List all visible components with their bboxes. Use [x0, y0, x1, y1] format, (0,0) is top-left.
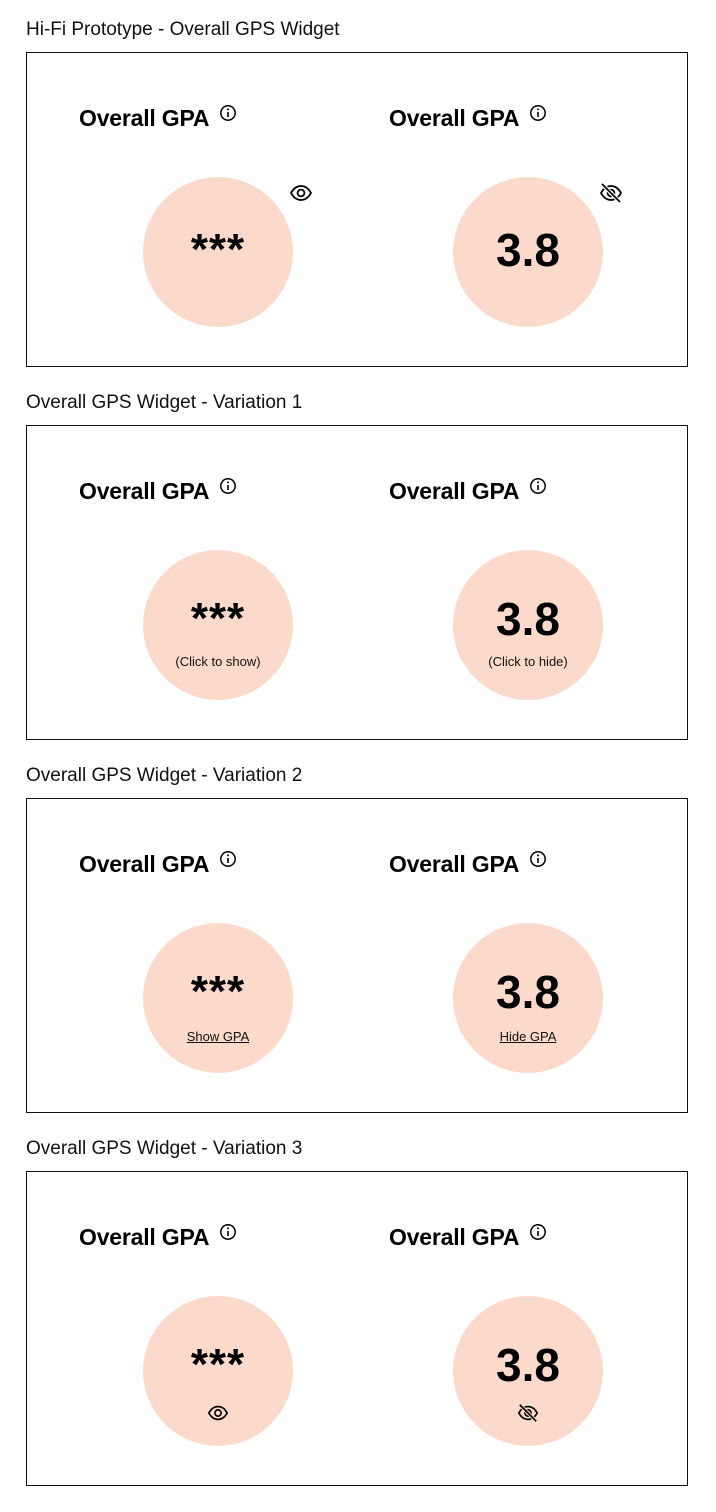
gpa-heading: Overall GPA [79, 478, 210, 504]
gpa-widget-visible: Overall GPA 3.8 [389, 1172, 689, 1485]
gpa-circle: *** [143, 1296, 293, 1446]
gpa-widget-frame: Overall GPA *** Overall GPA 3.8 [26, 52, 688, 367]
gpa-value: *** [190, 1340, 246, 1389]
section-title: Hi-Fi Prototype - Overall GPS Widget [26, 19, 340, 40]
gpa-heading: Overall GPA [389, 851, 520, 877]
click-to-hide-caption: (Click to hide) [488, 654, 568, 669]
gpa-widget-frame: Overall GPA *** Overall GPA 3.8 [26, 1171, 688, 1486]
gpa-widget-hidden: Overall GPA *** [79, 53, 379, 366]
gpa-value: *** [190, 967, 246, 1016]
gpa-value: 3.8 [496, 593, 560, 645]
gpa-value: *** [190, 594, 246, 643]
gpa-value: *** [190, 225, 246, 274]
gpa-heading: Overall GPA [389, 105, 520, 131]
info-icon[interactable] [529, 477, 547, 495]
gpa-widget-hidden: Overall GPA *** (Click to show) [79, 426, 379, 739]
gpa-widget-frame: Overall GPA *** (Click to show) Overall … [26, 425, 688, 740]
section-title: Overall GPS Widget - Variation 1 [26, 392, 303, 413]
click-to-show-caption: (Click to show) [175, 654, 261, 669]
info-icon[interactable] [219, 850, 237, 868]
gpa-widget-visible: Overall GPA 3.8 (Click to hide) [389, 426, 689, 739]
gpa-circle[interactable]: 3.8 (Click to hide) [453, 550, 603, 700]
gpa-circle[interactable]: *** [143, 177, 293, 327]
gpa-circle[interactable]: 3.8 [453, 177, 603, 327]
gpa-value: 3.8 [496, 224, 560, 276]
info-icon[interactable] [219, 477, 237, 495]
hide-gpa-link[interactable]: Hide GPA [499, 1029, 557, 1044]
gpa-heading: Overall GPA [79, 105, 210, 131]
info-icon[interactable] [219, 1223, 237, 1241]
eye-off-icon[interactable] [599, 181, 623, 205]
eye-off-icon[interactable] [517, 1402, 539, 1424]
info-icon[interactable] [529, 850, 547, 868]
gpa-value: 3.8 [496, 1339, 560, 1391]
gpa-widget-hidden: Overall GPA *** [79, 1172, 379, 1485]
eye-icon[interactable] [207, 1402, 229, 1424]
info-icon[interactable] [529, 1223, 547, 1241]
gpa-heading: Overall GPA [389, 478, 520, 504]
gpa-heading: Overall GPA [79, 1224, 210, 1250]
gpa-widget-visible: Overall GPA 3.8 [389, 53, 689, 366]
info-icon[interactable] [529, 104, 547, 122]
gpa-heading: Overall GPA [389, 1224, 520, 1250]
gpa-heading: Overall GPA [79, 851, 210, 877]
gpa-circle: 3.8 [453, 1296, 603, 1446]
show-gpa-link[interactable]: Show GPA [186, 1029, 250, 1044]
gpa-circle: *** Show GPA [143, 923, 293, 1073]
info-icon[interactable] [219, 104, 237, 122]
gpa-widget-frame: Overall GPA *** Show GPA Overall GPA 3.8… [26, 798, 688, 1113]
gpa-circle[interactable]: *** (Click to show) [143, 550, 293, 700]
section-title: Overall GPS Widget - Variation 3 [26, 1138, 303, 1159]
eye-icon[interactable] [289, 181, 313, 205]
section-title: Overall GPS Widget - Variation 2 [26, 765, 303, 786]
gpa-value: 3.8 [496, 966, 560, 1018]
gpa-widget-visible: Overall GPA 3.8 Hide GPA [389, 799, 689, 1112]
gpa-widget-hidden: Overall GPA *** Show GPA [79, 799, 379, 1112]
gpa-circle: 3.8 Hide GPA [453, 923, 603, 1073]
